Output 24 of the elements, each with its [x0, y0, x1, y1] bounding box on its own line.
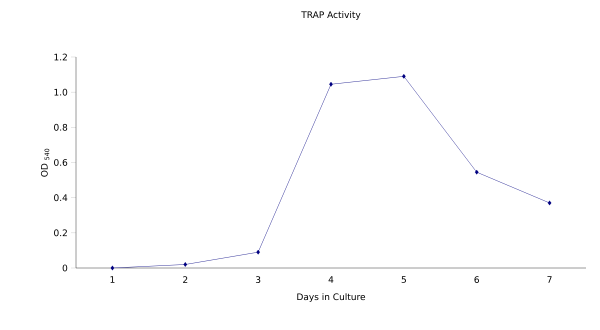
y-tick-label: 0.6	[54, 159, 68, 166]
x-tick-label: 4	[328, 276, 334, 283]
x-tick-label: 3	[256, 276, 260, 284]
y-tick-label: 1.0	[54, 88, 68, 96]
y-tick-label: 0.2	[54, 229, 67, 236]
chart-title: TRAP Activity	[301, 11, 360, 20]
y-axis-title: OD $_{540}$	[40, 148, 50, 177]
x-tick-label: 1	[110, 276, 114, 283]
x-tick-label: 6	[474, 276, 480, 284]
point	[329, 82, 333, 87]
point	[402, 74, 406, 79]
x-tick-label: 2	[183, 276, 188, 283]
x-tick-label: 7	[547, 276, 552, 283]
x-axis-title: Days in Culture	[297, 293, 366, 302]
y-tick-label: 0	[62, 264, 68, 272]
y-tick-label: 0.8	[54, 124, 68, 131]
x-tick-label: 5	[402, 276, 406, 283]
point	[256, 250, 260, 255]
point	[474, 170, 479, 175]
y-tick-label: 0.4	[54, 194, 68, 202]
point	[110, 266, 114, 270]
y-tick-label: 1.2	[54, 54, 67, 60]
point	[183, 262, 188, 267]
point	[548, 200, 552, 206]
